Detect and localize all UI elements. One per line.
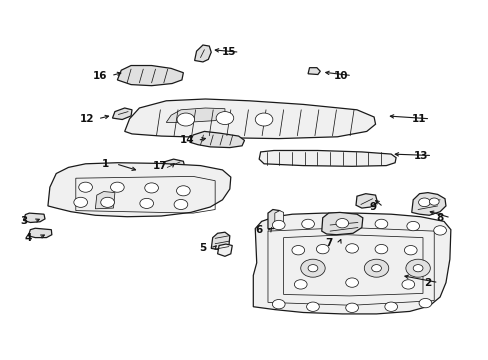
Polygon shape (211, 232, 229, 250)
Polygon shape (112, 108, 132, 120)
Circle shape (300, 259, 325, 277)
Polygon shape (259, 150, 395, 166)
Circle shape (272, 300, 285, 309)
Circle shape (404, 246, 416, 255)
Text: 15: 15 (221, 47, 236, 57)
Circle shape (345, 303, 358, 312)
Circle shape (345, 244, 358, 253)
Text: 1: 1 (102, 159, 108, 169)
Circle shape (364, 259, 388, 277)
Circle shape (406, 221, 419, 231)
Polygon shape (355, 194, 377, 208)
Polygon shape (48, 163, 230, 217)
Text: 17: 17 (153, 161, 167, 171)
Text: 10: 10 (333, 71, 348, 81)
Circle shape (418, 198, 429, 207)
Circle shape (110, 182, 124, 192)
Polygon shape (267, 210, 281, 229)
Circle shape (374, 219, 387, 229)
Circle shape (176, 186, 190, 196)
Polygon shape (321, 212, 362, 235)
Text: 5: 5 (199, 243, 206, 253)
Circle shape (428, 198, 438, 205)
Circle shape (433, 226, 446, 235)
Polygon shape (166, 108, 224, 122)
Polygon shape (189, 131, 244, 148)
Circle shape (177, 113, 194, 126)
Circle shape (307, 265, 317, 272)
Polygon shape (124, 99, 375, 139)
Text: 2: 2 (424, 278, 430, 288)
Circle shape (216, 112, 233, 125)
Text: 4: 4 (24, 233, 32, 243)
Text: 11: 11 (411, 114, 426, 124)
Circle shape (335, 219, 348, 228)
Polygon shape (117, 66, 183, 86)
Text: 14: 14 (179, 135, 194, 145)
Circle shape (384, 302, 397, 311)
Polygon shape (28, 228, 52, 238)
Polygon shape (23, 213, 45, 222)
Text: 13: 13 (413, 150, 428, 161)
Circle shape (294, 280, 306, 289)
Circle shape (101, 197, 114, 207)
Polygon shape (194, 45, 211, 62)
Circle shape (301, 219, 314, 229)
Circle shape (74, 197, 87, 207)
Circle shape (316, 244, 328, 254)
Polygon shape (95, 192, 115, 209)
Text: 12: 12 (80, 114, 94, 124)
Circle shape (291, 246, 304, 255)
Circle shape (79, 182, 92, 192)
Circle shape (174, 199, 187, 210)
Text: 3: 3 (20, 216, 27, 226)
Circle shape (272, 220, 285, 230)
Circle shape (144, 183, 158, 193)
Circle shape (418, 298, 431, 308)
Circle shape (140, 198, 153, 208)
Polygon shape (411, 193, 445, 215)
Circle shape (405, 259, 429, 277)
Circle shape (371, 265, 381, 272)
Text: 16: 16 (93, 71, 107, 81)
Text: 7: 7 (324, 238, 332, 248)
Polygon shape (162, 159, 184, 171)
Circle shape (412, 265, 422, 272)
Circle shape (306, 302, 319, 311)
Polygon shape (253, 213, 450, 314)
Text: 6: 6 (255, 225, 262, 235)
Circle shape (345, 278, 358, 287)
Polygon shape (307, 68, 320, 75)
Text: 9: 9 (368, 202, 375, 212)
Circle shape (255, 113, 272, 126)
Circle shape (374, 244, 387, 254)
Circle shape (401, 280, 414, 289)
Polygon shape (274, 211, 283, 225)
Text: 8: 8 (436, 213, 443, 223)
Polygon shape (217, 244, 232, 256)
